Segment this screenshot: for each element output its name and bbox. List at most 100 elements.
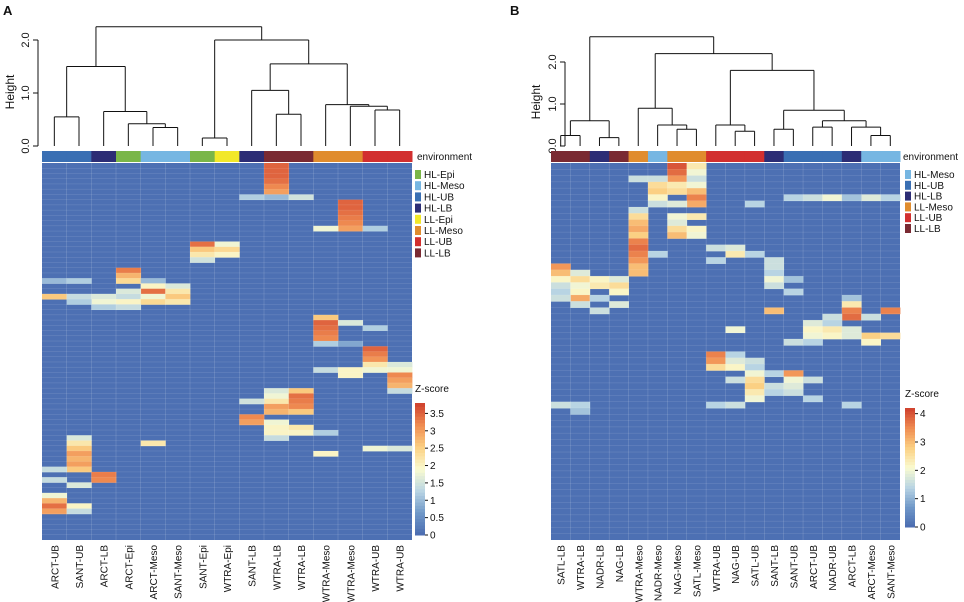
panel-b-zscore-step bbox=[905, 518, 915, 522]
panel-b-env-cell bbox=[744, 151, 765, 162]
panel-a-zscore-step bbox=[415, 528, 425, 533]
panel-a-heatmap-cell bbox=[66, 450, 92, 457]
panel-a-zscore-ticks: 0 0.5 1 1.5 2 2.5 3 3.5 bbox=[425, 409, 444, 542]
panel-b-heatmap-cell bbox=[706, 357, 726, 365]
panel-b-heatmap-cell bbox=[628, 269, 649, 277]
panel-a-heatmap-cell bbox=[264, 183, 290, 190]
panel-b-heatmap-cell bbox=[783, 376, 804, 384]
panel-b-heatmap-cell bbox=[803, 320, 823, 327]
panel-a-heatmap-cell bbox=[264, 403, 290, 410]
panel-a-zscore-step bbox=[415, 409, 425, 414]
panel-a-zscore-step bbox=[415, 482, 425, 486]
panel-b-heatmap-cell bbox=[822, 332, 843, 340]
panel-b-heatmap-cell bbox=[841, 194, 862, 202]
panel-a-environment-bar bbox=[42, 151, 413, 162]
panel-b-heatmap-cell bbox=[570, 294, 591, 302]
panel-a-legend-swatch bbox=[415, 203, 421, 213]
panel-a-heatmap-cell bbox=[66, 278, 92, 284]
panel-b-zscore-step bbox=[905, 434, 915, 439]
panel-a-heatmap-cell bbox=[288, 430, 314, 436]
panel-a-heatmap-cell bbox=[140, 440, 166, 447]
panel-a-zscore-step bbox=[415, 465, 425, 470]
panel-a-env-cell bbox=[313, 151, 339, 162]
panel-a-heatmap-cell bbox=[42, 293, 68, 300]
panel-a-zscore-step bbox=[415, 445, 425, 450]
panel-b-heatmap-cell bbox=[841, 401, 862, 409]
panel-b-env-cell bbox=[647, 151, 668, 162]
panel-a-legend-swatch bbox=[415, 248, 421, 258]
panel-a-heatmap-cell bbox=[116, 299, 142, 305]
panel-b-column-label: SATL-Meso bbox=[692, 545, 703, 597]
panel-a-legend-swatch bbox=[415, 181, 421, 191]
panel-a-heatmap-cell bbox=[91, 471, 117, 478]
panel-a-zscore-step bbox=[415, 505, 425, 510]
panel-a-heatmap-cell bbox=[313, 330, 339, 337]
panel-a-env-cell bbox=[91, 151, 117, 162]
panel-b-zscore-step bbox=[905, 449, 915, 454]
panel-a-heatmap-cell bbox=[140, 293, 166, 300]
panel-a-heatmap-cell bbox=[362, 346, 388, 352]
panel-a-environment-label: environment bbox=[417, 152, 472, 163]
panel-a-heatmap-cell bbox=[91, 304, 117, 311]
panel-b-zscore-step bbox=[905, 467, 915, 471]
panel-b-heatmap-cell bbox=[570, 282, 591, 290]
panel-a-heatmap-cell bbox=[338, 215, 364, 221]
panel-a-zscore-tick-label: 0 bbox=[430, 531, 436, 542]
panel-b-zscore-tick-label: 4 bbox=[920, 409, 926, 420]
panel-b-legend-swatch bbox=[905, 213, 911, 223]
panel-a-heatmap-cell bbox=[140, 283, 166, 290]
panel-b-env-cell bbox=[764, 151, 785, 162]
panel-a-heatmap-cell bbox=[313, 341, 339, 347]
panel-a-heatmap-cell bbox=[338, 341, 364, 347]
panel-a-heatmap-cell bbox=[313, 367, 339, 373]
panel-b-heatmap-cell bbox=[628, 219, 649, 227]
panel-b-column-label: WTRA-UB bbox=[712, 545, 723, 592]
panel-b-zscore-step bbox=[905, 428, 915, 433]
panel-b-env-cell bbox=[783, 151, 804, 162]
panel-a-heatmap-cell bbox=[165, 283, 191, 290]
panel-a-heatmap-cell bbox=[214, 241, 240, 248]
panel-b-heatmap-cell bbox=[822, 194, 843, 202]
panel-a-heatmap-cell bbox=[288, 393, 314, 400]
panel-b-heatmap-cell bbox=[570, 401, 591, 409]
panel-a-heatmap-cell bbox=[190, 257, 216, 263]
panel-b-heatmap-cell bbox=[706, 364, 726, 371]
panel-b-zscore-step bbox=[905, 425, 915, 430]
panel-a-heatmap-cell bbox=[190, 241, 216, 248]
panel-a-column-label: ARCT-UB bbox=[50, 545, 61, 589]
panel-a-zscore-step bbox=[415, 495, 425, 500]
panel-b-heatmap-cell bbox=[725, 326, 746, 334]
panel-a-heatmap-cell bbox=[264, 194, 290, 201]
panel-a-env-cell bbox=[239, 151, 265, 162]
panel-a-heatmap-cell bbox=[362, 361, 388, 368]
panel-a-heatmap-cell bbox=[338, 372, 364, 379]
panel-a-heatmap-cell bbox=[264, 430, 290, 436]
panel-a-heatmap-cell bbox=[116, 293, 142, 300]
panel-b-legend-swatch bbox=[905, 224, 911, 233]
panel-a-env-cell bbox=[42, 151, 68, 162]
panel-b-heatmap-cell bbox=[667, 200, 688, 208]
panel-b-heatmap-cell bbox=[667, 225, 688, 233]
panel-a-heatmap-cell bbox=[66, 445, 92, 452]
panel-a-zscore-step bbox=[415, 515, 425, 519]
panel-a-env-cell bbox=[387, 151, 413, 162]
panel-a-heatmap-cell bbox=[42, 503, 68, 509]
panel-b-heatmap-cell bbox=[803, 395, 823, 403]
panel-b-heatmap-cell bbox=[628, 244, 649, 252]
panel-a-heatmap-cell bbox=[313, 314, 339, 321]
panel-b-heatmap-cell bbox=[744, 389, 765, 396]
panel-b-heatmap-cell bbox=[841, 313, 862, 321]
panel-a-zscore-step bbox=[415, 412, 425, 417]
panel-a-env-cell bbox=[264, 151, 290, 162]
panel-b-heatmap-cell bbox=[841, 332, 862, 340]
panel-a-heatmap-cell bbox=[116, 272, 142, 279]
panel-b-heatmap-cell bbox=[628, 263, 649, 271]
panel-a-column-label: SANT-UB bbox=[75, 545, 86, 589]
panel-a-column-label: WTRA-UB bbox=[371, 545, 382, 592]
panel-b-heatmap-cell bbox=[764, 269, 785, 277]
panel-a-heatmap-cell bbox=[66, 508, 92, 515]
panel-a-zscore-step bbox=[415, 488, 425, 493]
panel-a-column-label: WTRA-Meso bbox=[346, 545, 357, 602]
panel-b-zscore-step bbox=[905, 488, 915, 492]
panel-a-heatmap-cell bbox=[66, 299, 92, 305]
